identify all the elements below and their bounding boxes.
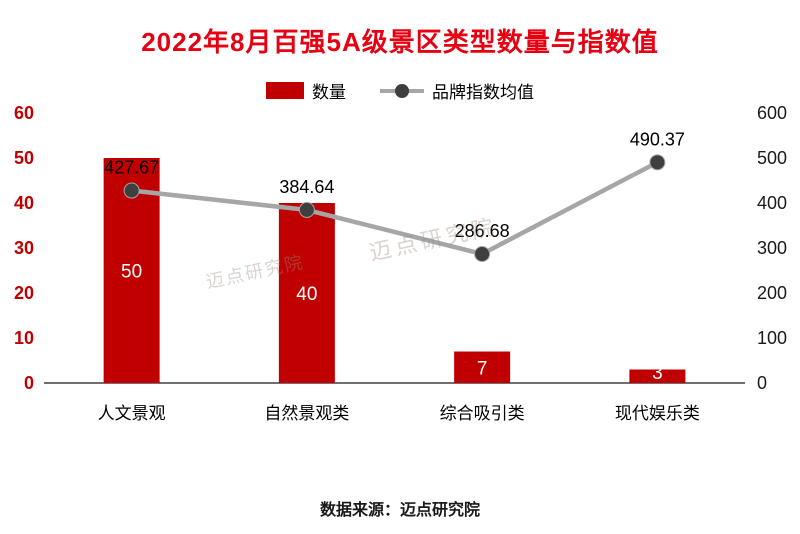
chart-title: 2022年8月百强5A级景区类型数量与指数值 [141,27,659,57]
bar-value-label: 40 [296,284,317,305]
data-source-caption: 数据来源：迈点研究院 [319,502,480,519]
line-legend-marker-icon [395,84,409,98]
point-value-label: 286.68 [455,221,510,241]
line-data-point [298,201,315,218]
line-data-point [649,154,666,171]
left-axis-tick-label: 50 [14,148,34,168]
line-legend-swatch [380,82,424,99]
point-value-label: 490.37 [630,129,685,149]
bar-legend-swatch [266,82,304,99]
bar-value-label: 3 [652,363,663,384]
bar-legend-label: 数量 [312,83,346,102]
bar-value-label: 50 [121,262,142,283]
line-data-point [474,245,491,262]
category-label: 综合吸引类 [440,404,525,423]
category-label: 现代娱乐类 [615,404,700,423]
point-value-label: 427.67 [104,158,159,178]
left-axis-tick-label: 30 [14,238,34,258]
bar [278,203,335,383]
right-axis-tick-label: 600 [757,103,787,123]
line-series [129,160,660,257]
chart-legend: 数量 品牌指数均值 [0,78,800,103]
line-data-point [123,182,140,199]
left-axis-tick-label: 0 [24,373,34,393]
left-axis-tick-label: 20 [14,283,34,303]
right-axis-tick-label: 400 [757,193,787,213]
bar-value-label: 7 [477,358,488,379]
right-axis-tick-label: 200 [757,283,787,303]
category-label: 人文景观 [98,404,166,423]
point-value-label: 384.64 [279,177,334,197]
left-axis-tick-label: 40 [14,193,34,213]
right-axis-tick-label: 100 [757,328,787,348]
right-axis-tick-label: 0 [757,373,767,393]
bar [629,369,686,383]
right-axis-tick-label: 300 [757,238,787,258]
left-axis-tick-label: 60 [14,103,34,123]
line-legend-label: 品牌指数均值 [432,83,534,102]
bar [454,351,511,383]
left-axis-tick-label: 10 [14,328,34,348]
category-label: 自然景观类 [264,404,349,423]
right-axis-tick-label: 500 [757,148,787,168]
legend-item-bar: 数量 [266,78,346,103]
legend-item-line: 品牌指数均值 [380,78,534,103]
